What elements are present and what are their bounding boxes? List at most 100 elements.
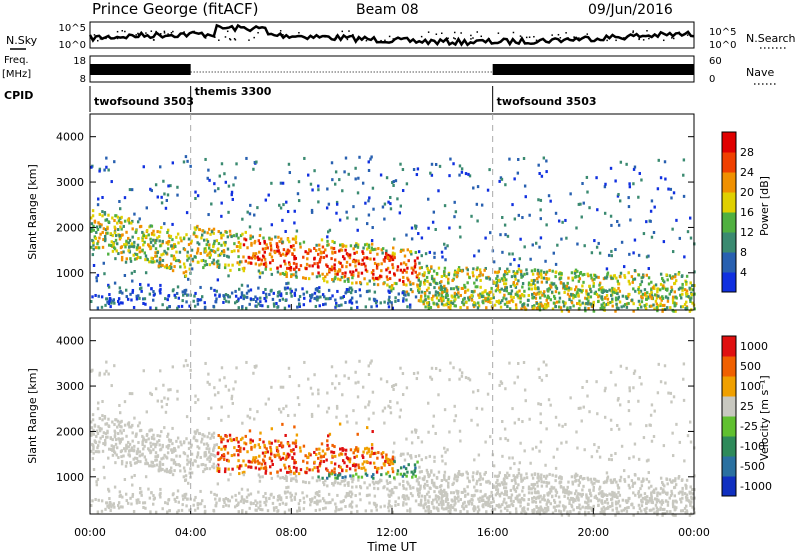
power-cell [616, 292, 619, 296]
velocity-cell [288, 375, 292, 379]
power-cell [465, 266, 468, 270]
power-cell [476, 306, 480, 310]
power-cell [128, 221, 131, 225]
velocity-cell [136, 447, 140, 451]
power-cell [351, 276, 354, 280]
velocity-cell [153, 464, 156, 468]
velocity-cell [242, 498, 246, 502]
velocity-cell [480, 407, 484, 411]
power-cell [424, 294, 427, 298]
power-cell [497, 278, 501, 282]
power-cell [632, 251, 635, 255]
power-cell [500, 277, 504, 281]
velocity-cell [401, 393, 405, 397]
velocity-cell [113, 364, 116, 368]
power-cell [220, 201, 223, 205]
power-cell [480, 295, 484, 299]
nsearch-dot [169, 33, 172, 36]
velocity-cell [339, 452, 342, 456]
power-cell [182, 262, 186, 266]
power-cell [530, 283, 533, 287]
velocity-cell [103, 372, 106, 376]
velocity-cell [279, 476, 282, 480]
power-cell [514, 277, 517, 281]
power-cell [154, 251, 157, 255]
velocity-cell [224, 384, 228, 388]
velocity-cell [487, 479, 490, 483]
velocity-cell [137, 441, 140, 445]
power-cell [420, 294, 423, 298]
velocity-cell [367, 449, 370, 453]
power-cell [460, 167, 464, 171]
velocity-cell [347, 493, 351, 497]
power-cell [425, 264, 429, 268]
power-cell [98, 236, 101, 240]
nsearch-dot [470, 34, 472, 37]
velocity-cell [545, 484, 548, 488]
velocity-cell [391, 467, 394, 471]
velocity-cell [90, 369, 93, 373]
power-cell [531, 272, 535, 276]
velocity-cell [406, 470, 409, 474]
velocity-cell [467, 502, 471, 506]
power-cell [279, 253, 283, 257]
power-cell [628, 182, 631, 186]
velocity-cell [232, 438, 236, 442]
power-cell [453, 299, 456, 303]
velocity-cell [140, 493, 143, 497]
power-cell [406, 266, 409, 270]
velocity-cell [169, 466, 173, 470]
velocity-cell [540, 506, 543, 510]
power-cell [546, 277, 549, 281]
power-cell [517, 279, 520, 283]
power-cell [619, 271, 623, 275]
velocity-cell [372, 461, 376, 465]
power-cell [408, 280, 412, 284]
power-cell [513, 284, 516, 288]
power-cell [380, 269, 383, 273]
power-cell [343, 274, 347, 278]
nsearch-dot [646, 30, 648, 32]
velocity-cell [309, 503, 312, 507]
power-cell [212, 227, 216, 231]
velocity-cell [354, 494, 357, 498]
power-cell [545, 223, 548, 227]
velocity-cell [286, 470, 289, 474]
power-cell [335, 200, 339, 204]
velocity-cell [184, 495, 187, 499]
velocity-cell [227, 388, 231, 392]
power-cell [267, 193, 270, 197]
power-cell [442, 270, 446, 274]
power-cell [419, 282, 422, 286]
cpid-label: CPID [4, 89, 33, 102]
velocity-cell [470, 497, 473, 501]
power-cell [327, 297, 330, 301]
power-cell [521, 282, 525, 286]
velocity-cell [130, 475, 134, 479]
power-cell [262, 236, 265, 240]
velocity-cell [402, 501, 405, 505]
power-cell [589, 290, 593, 294]
velocity-cell [348, 467, 352, 471]
velocity-cell [318, 490, 321, 494]
power-cell [445, 289, 449, 293]
velocity-cell [144, 462, 147, 466]
power-cell [527, 281, 531, 285]
velocity-cell [120, 462, 124, 466]
velocity-cell [336, 481, 340, 485]
velocity-cell [220, 440, 223, 444]
velocity-cell [91, 499, 94, 503]
velocity-cell [422, 478, 425, 482]
power-cell [626, 295, 630, 299]
velocity-cell [195, 430, 198, 434]
nsearch-dot [107, 34, 110, 37]
power-cell [367, 160, 370, 164]
velocity-cell [196, 503, 199, 507]
power-cell [549, 298, 552, 302]
velocity-cell [501, 454, 504, 458]
velocity-cell [395, 486, 398, 490]
velocity-cell [385, 479, 389, 483]
velocity-cell [117, 506, 121, 510]
power-cell [588, 206, 591, 210]
power-cell [392, 287, 395, 291]
